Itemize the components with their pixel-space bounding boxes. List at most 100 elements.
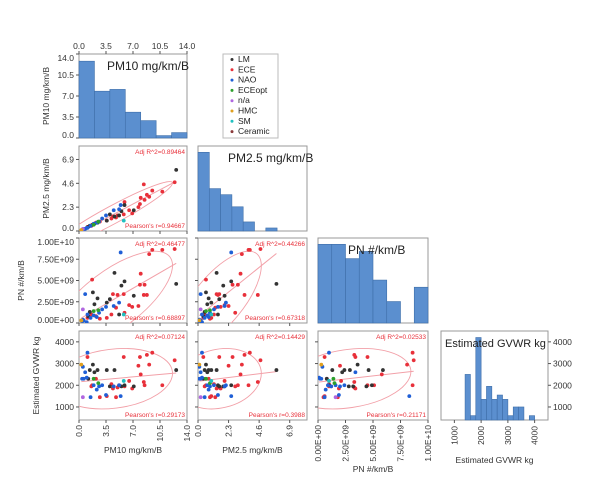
data-point-ece [365,355,370,359]
y-axis-title: PM10 mg/km/B [41,67,51,125]
data-point-nao [97,384,101,389]
data-point-lm [364,384,369,389]
plot-area [198,247,279,323]
data-point-ece [150,188,155,193]
data-point-ece [97,316,102,321]
histogram-title: PM10 mg/km/B [107,59,189,73]
data-point-lm [229,383,234,388]
pearson-label: Pearson's r=0.67318 [245,315,305,322]
y-tick-label: 3000 [553,359,572,369]
data-point-lm [90,290,95,295]
histogram-bar [109,89,126,139]
data-point-ece [218,304,223,309]
data-point-eceopt [96,308,101,313]
panel-frame [197,330,308,421]
histogram-bar [197,151,210,232]
histogram-title: Estimated GVWR kg [445,338,546,350]
data-point-lm [104,368,109,372]
data-point-lm [122,203,127,207]
data-point-nao [206,315,211,319]
histogram-bar [491,399,498,421]
adj-r2-label: Adj R^2=0.07124 [135,334,185,341]
adj-r2-label: Adj R^2=0.44266 [255,241,305,248]
x-tick-label: 7.50E+09 [396,425,406,462]
data-point-sm [121,379,126,383]
data-point-ece [233,310,238,315]
x-tick-label: 3000 [503,426,513,445]
data-point-nao [322,395,327,400]
data-point-lm [366,368,371,372]
data-point-nao [111,384,116,389]
y-tick-label: 2000 [553,380,572,390]
data-point-lm [229,279,234,284]
data-point-ece [247,248,252,252]
data-point-nao [85,312,90,317]
x-tick-label: 0.0 [193,425,203,437]
data-point-lm [217,297,222,302]
histogram-bar [480,399,487,421]
histogram-title: PN #/km/B [348,243,405,257]
data-point-nao [100,383,105,388]
data-point-ece [111,292,115,296]
y-tick-label: 4000 [55,337,74,347]
data-point-ece [233,384,238,389]
data-point-ece [242,352,247,357]
histogram-bar [413,286,429,324]
histogram-bar [94,90,111,139]
data-point-ece [150,350,155,355]
y-tick-label: 4.6 [62,178,74,188]
data-point-ece [130,211,135,216]
histogram-bar [331,243,346,324]
legend-marker [230,119,234,123]
x-tick-label: 10.5 [152,41,169,51]
data-point-lm [206,296,211,301]
legend-label: n/a [238,95,250,105]
data-point-lm [205,302,210,307]
data-point-ece [339,379,343,383]
data-point-nao [80,376,84,381]
data-point-ece [114,395,118,400]
data-point-lm [87,310,92,314]
data-point-ece [138,271,143,276]
data-point-lm [112,368,117,372]
data-point-lm [381,368,385,372]
data-point-na [198,395,203,400]
data-point-ece [206,376,211,381]
x-tick-label: 1000 [449,426,459,445]
histogram-bar [464,374,471,421]
data-point-ece [85,355,90,359]
y-tick-label: 7.50E+09 [37,254,74,264]
plot-area [79,348,179,410]
data-point-ece [226,304,231,308]
data-point-nao [229,250,234,255]
histogram-bar [507,415,514,421]
panel-frame [78,145,188,232]
y-tick-label: 3.5 [62,112,74,122]
histogram-bar [242,221,255,232]
adj-r2-label: Adj R^2=0.14429 [255,334,305,341]
data-point-ece [201,355,206,359]
data-point-ece [322,355,327,359]
data-point-ece [121,212,126,217]
data-point-lm [117,312,122,317]
data-point-eceopt [91,222,96,227]
data-point-nao [222,304,227,308]
data-point-lm [131,293,136,298]
data-point-ece [410,383,415,388]
data-point-hmc [79,362,84,367]
data-point-ece [109,216,114,221]
data-point-ece [217,355,222,359]
data-point-ece [136,304,141,308]
data-point-nao [202,395,207,400]
y-tick-label: 7.0 [62,91,74,101]
histogram-bar [208,188,221,232]
data-point-hmc [198,318,202,323]
data-point-nao [323,387,328,392]
data-point-ece [127,379,132,383]
y-axis-title: PN #/km/B [16,260,26,301]
data-point-nao [83,370,88,375]
data-point-nao [224,300,228,305]
plot-area [318,348,416,410]
confidence-ellipse [79,250,173,323]
data-point-ece [258,247,263,251]
